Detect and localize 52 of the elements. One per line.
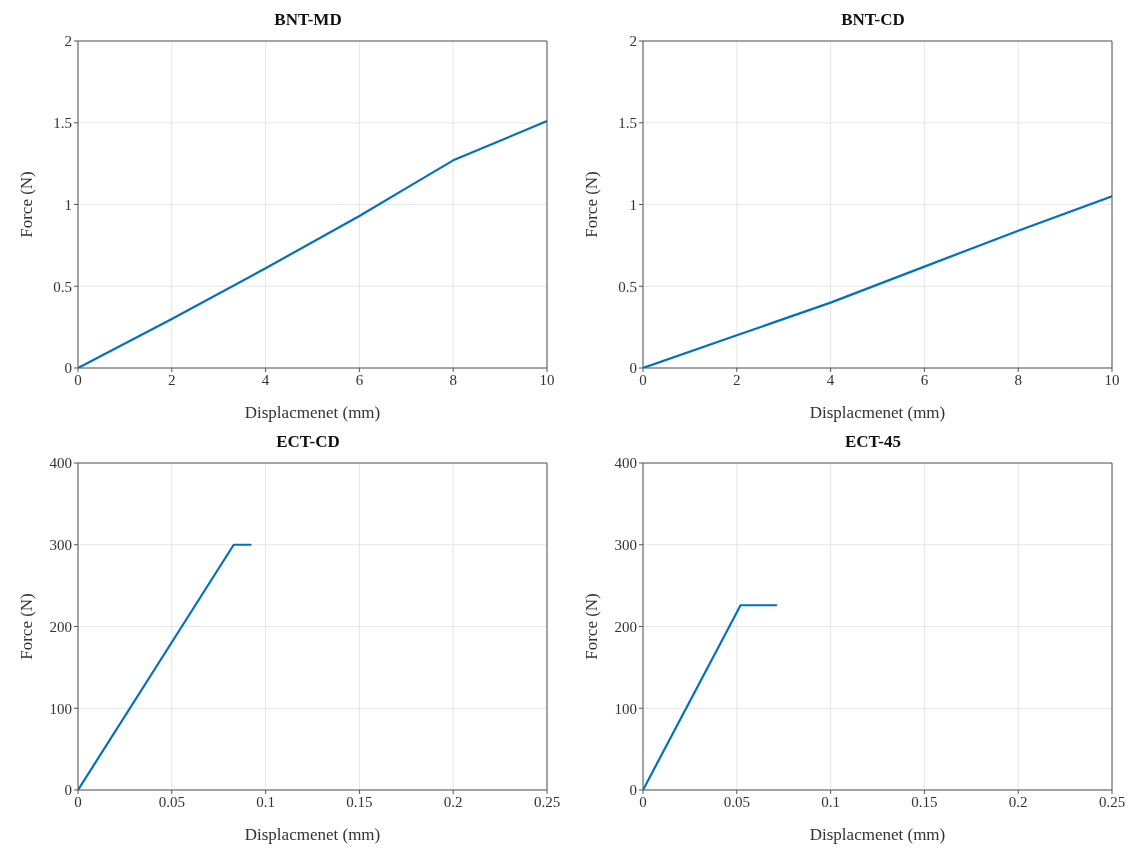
y-tick-label: 0.5 [618,278,637,295]
x-tick-label: 0.05 [723,793,750,810]
x-axis-title: Displacmenet (mm) [809,825,946,844]
x-tick-label: 0.1 [256,793,275,810]
y-tick-label: 1.5 [53,115,72,132]
x-tick-label: 0.15 [911,793,938,810]
y-axis-title: Force (N) [582,171,602,238]
y-axis-title: Force (N) [17,171,37,238]
x-axis-title: Displacmenet (mm) [809,403,946,422]
y-tick-label: 1 [629,196,637,213]
chart-title: BNT-CD [840,10,906,30]
x-tick-label: 0.2 [1008,793,1028,810]
y-tick-label: 300 [614,537,637,554]
x-tick-label: 0.05 [158,793,185,810]
x-tick-label: 10 [1104,371,1120,388]
x-tick-label: 8 [1014,371,1022,388]
y-tick-label: 2 [64,33,72,50]
x-tick-label: 0.25 [533,793,561,810]
y-tick-label: 400 [49,455,72,472]
x-tick-label: 0.25 [1098,793,1126,810]
x-tick-label: 4 [261,371,270,388]
x-tick-label: 0.2 [443,793,463,810]
x-axis-title: Displacmenet (mm) [244,825,381,844]
y-tick-label: 200 [614,618,637,635]
y-tick-label: 0.5 [53,278,72,295]
chart-title: BNT-MD [273,10,343,30]
chart-title: ECT-CD [275,432,341,452]
y-tick-label: 200 [49,618,72,635]
x-tick-label: 10 [539,371,555,388]
y-tick-label: 100 [614,700,637,717]
x-tick-label: 8 [449,371,457,388]
y-tick-label: 1 [64,196,72,213]
x-tick-label: 2 [168,371,176,388]
x-tick-label: 6 [920,371,929,388]
y-tick-label: 0 [629,782,637,799]
chart-title: ECT-45 [843,432,903,452]
y-tick-label: 1.5 [618,115,637,132]
x-tick-label: 4 [826,371,835,388]
x-tick-label: 2 [733,371,741,388]
y-tick-label: 300 [49,537,72,554]
y-tick-label: 2 [629,33,637,50]
x-tick-label: 6 [355,371,364,388]
x-tick-label: 0.15 [346,793,373,810]
y-tick-label: 0 [64,360,72,377]
y-tick-label: 0 [629,360,637,377]
x-axis-title: Displacmenet (mm) [244,403,381,422]
y-tick-label: 400 [614,455,637,472]
y-tick-label: 0 [64,782,72,799]
y-tick-label: 100 [49,700,72,717]
y-axis-title: Force (N) [17,593,37,660]
x-tick-label: 0.1 [821,793,840,810]
y-axis-title: Force (N) [582,593,602,660]
